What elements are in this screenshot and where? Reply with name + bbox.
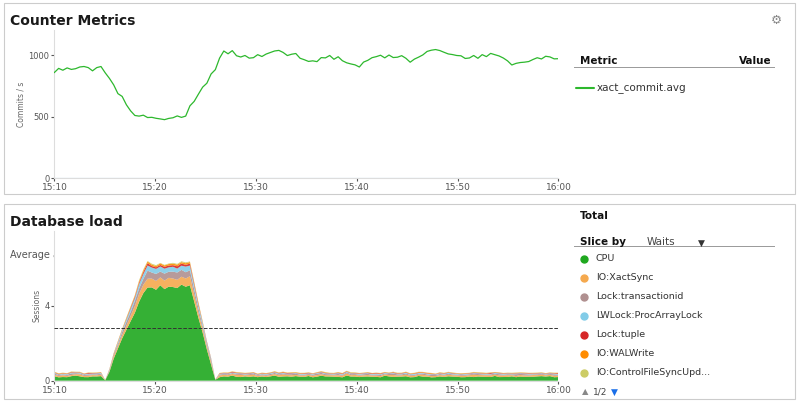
Text: Lock:tuple: Lock:tuple (596, 330, 645, 339)
Text: vCPU: vCPU (466, 275, 491, 285)
Text: Total: Total (580, 211, 609, 221)
Text: Database load: Database load (10, 215, 123, 229)
Text: IO:ControlFileSyncUpd...: IO:ControlFileSyncUpd... (596, 369, 710, 377)
Text: xact_commit.avg: xact_commit.avg (597, 82, 686, 93)
Text: ▼: ▼ (611, 388, 618, 396)
FancyBboxPatch shape (4, 204, 795, 399)
Text: 1/2: 1/2 (593, 388, 607, 396)
Text: ⚙: ⚙ (771, 14, 782, 27)
Text: LWLock:ProcArrayLock: LWLock:ProcArrayLock (596, 311, 702, 320)
Text: Slice by: Slice by (580, 237, 626, 247)
Y-axis label: Sessions: Sessions (33, 289, 42, 322)
Text: Average active sessions (AAS): Average active sessions (AAS) (10, 249, 158, 260)
Text: ✓: ✓ (449, 276, 457, 285)
FancyBboxPatch shape (4, 3, 795, 194)
Y-axis label: Commits / s: Commits / s (17, 81, 26, 127)
Text: Counter Metrics: Counter Metrics (10, 14, 136, 28)
Text: Metric: Metric (580, 56, 618, 66)
Text: ⏸: ⏸ (450, 251, 458, 264)
FancyBboxPatch shape (445, 277, 461, 284)
Text: ▲: ▲ (582, 388, 588, 396)
Text: Waits: Waits (646, 237, 675, 247)
Text: Value: Value (739, 56, 772, 66)
Text: ▼: ▼ (698, 239, 705, 248)
Text: IO:WALWrite: IO:WALWrite (596, 350, 654, 358)
Text: CPU: CPU (596, 254, 615, 263)
Text: IO:XactSync: IO:XactSync (596, 273, 654, 282)
Text: Lock:transactionid: Lock:transactionid (596, 292, 683, 301)
